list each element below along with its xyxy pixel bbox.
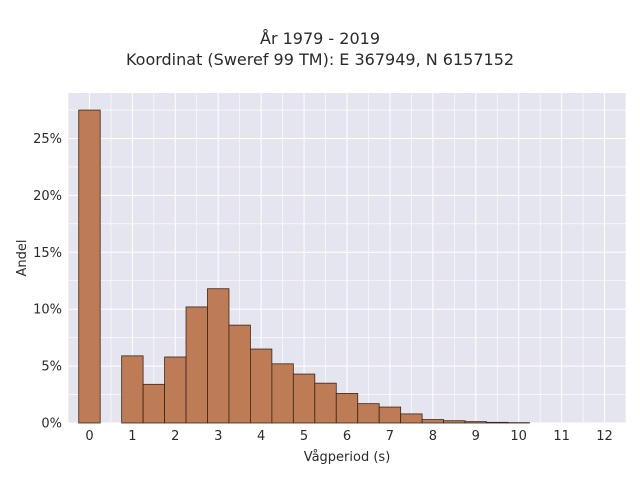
x-axis-ticks: 0 1 2 3 4 5 6 7 8 9 10 11 12 [85,429,612,444]
x-tick-label: 10 [510,429,527,444]
x-tick-label: 11 [553,429,570,444]
x-tick-label: 6 [343,429,351,444]
x-tick-label: 5 [300,429,308,444]
histogram-bar [486,421,509,424]
histogram-bar [228,324,251,424]
x-tick-label: 1 [128,429,136,444]
x-tick-label: 3 [214,429,222,444]
y-tick-label: 20% [33,189,62,204]
grid-layer [67,93,627,424]
y-axis-label: Andel [15,240,30,277]
y-tick-label: 15% [33,246,62,261]
x-tick-label: 0 [85,429,93,444]
x-tick-label: 7 [386,429,394,444]
chart-title-line-1: År 1979 - 2019 [260,29,380,48]
histogram-bar [121,355,144,424]
y-axis-ticks: 0% 5% 10% 15% 20% 25% [33,132,62,431]
histogram-bar [185,306,208,424]
histogram-bar [164,356,187,424]
histogram-bar [314,382,337,424]
bars-layer [78,109,530,424]
x-tick-label: 12 [596,429,613,444]
x-axis-label: Vågperiod (s) [304,450,391,465]
y-tick-label: 10% [33,303,62,318]
x-tick-label: 4 [257,429,265,444]
histogram-bar [207,288,230,424]
histogram-bar [78,109,101,424]
histogram-bar [357,403,380,424]
histogram-bar [142,383,165,424]
x-tick-label: 8 [429,429,437,444]
chart-title: År 1979 - 2019 Koordinat (Sweref 99 TM):… [0,28,640,70]
y-tick-label: 25% [33,132,62,147]
histogram-bar [335,393,359,424]
x-tick-label: 9 [472,429,480,444]
histogram-bar [464,421,487,424]
histogram-bar [292,373,316,424]
histogram-bar [250,348,273,424]
y-tick-label: 0% [41,417,62,432]
histogram-bar [443,420,466,424]
histogram-bar [421,419,444,424]
chart-title-line-2: Koordinat (Sweref 99 TM): E 367949, N 61… [125,50,515,69]
y-tick-label: 5% [41,360,62,375]
histogram-bar [378,406,402,424]
histogram-bar [271,363,294,424]
histogram-bar [400,413,423,424]
x-tick-label: 2 [171,429,179,444]
